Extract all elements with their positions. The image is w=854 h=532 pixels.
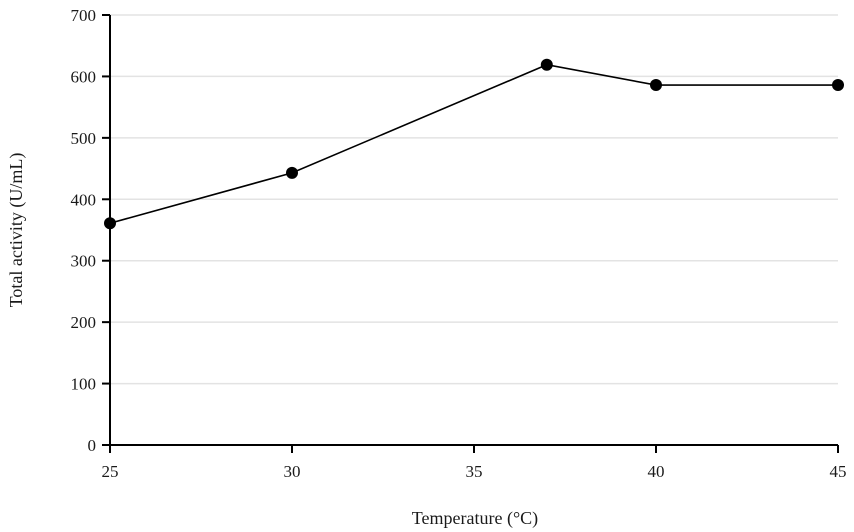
- y-tick-label: 100: [71, 375, 97, 394]
- gridlines: [110, 14, 838, 385]
- x-tick-label: 30: [284, 462, 301, 481]
- y-axis-title: Total activity (U/mL): [6, 153, 27, 308]
- y-tick-label: 400: [71, 190, 97, 209]
- axes: [102, 15, 838, 453]
- data-series: [104, 58, 844, 230]
- x-tick-label: 35: [466, 462, 483, 481]
- x-tick-label: 45: [830, 462, 847, 481]
- data-point-marker: [540, 58, 553, 71]
- x-tick-label: 25: [102, 462, 119, 481]
- x-axis-ticks: 25 30 35 40 45: [102, 445, 847, 481]
- y-tick-label: 500: [71, 129, 97, 148]
- y-tick-label: 600: [71, 67, 97, 86]
- y-axis-ticks: 0 100 200 300 400 500 600 700: [71, 6, 110, 455]
- data-point-marker: [104, 217, 116, 230]
- y-tick-label: 700: [71, 6, 97, 25]
- data-point-marker: [650, 79, 662, 92]
- data-point-marker: [832, 79, 844, 92]
- y-tick-label: 0: [88, 436, 97, 455]
- data-point-marker: [286, 166, 298, 179]
- x-axis-title: Temperature (°C): [412, 508, 538, 529]
- y-tick-label: 300: [71, 252, 97, 271]
- x-tick-label: 40: [648, 462, 665, 481]
- y-tick-label: 200: [71, 313, 97, 332]
